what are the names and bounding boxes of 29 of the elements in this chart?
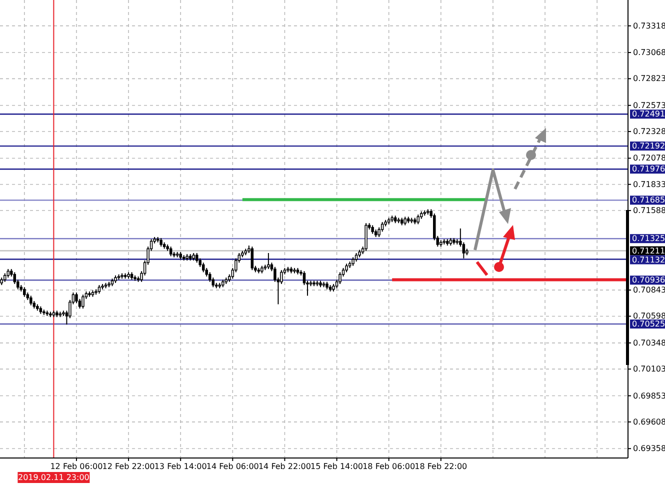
candlestick [250, 246, 254, 271]
ref-line-label: 0.71685 [632, 196, 665, 205]
x-tick-label: 18 Feb 22:00 [414, 462, 468, 471]
candlestick [416, 214, 420, 225]
x-tick-label: 12 Feb 22:00 [102, 462, 155, 471]
ref-line-label: 0.71325 [632, 234, 665, 244]
ref-line-label: 0.72192 [632, 142, 665, 151]
x-tick-label: 18 Feb 06:00 [362, 462, 416, 471]
candlestick [169, 246, 172, 257]
candlestick [364, 222, 368, 252]
x-tick-label: 14 Feb 06:00 [206, 462, 259, 471]
ref-line-label: 0.72491 [632, 110, 665, 119]
candlestick [23, 286, 26, 298]
ref-line-label: 0.70525 [632, 320, 665, 329]
candlestick [202, 262, 205, 273]
candlestick [267, 252, 270, 270]
x-tick-label: 14 Feb 22:00 [258, 462, 311, 471]
x-tick-label: 13 Feb 14:00 [154, 462, 207, 471]
candlestick [195, 252, 198, 264]
ref-line-label: 0.71211 [632, 246, 665, 256]
ref-line-label: 0.71132 [632, 255, 665, 264]
ref-line-label: 0.70936 [632, 276, 665, 285]
x-tick-label: 12 Feb 06:00 [50, 462, 103, 471]
ref-line-label: 0.71976 [632, 164, 665, 174]
x-tick-label: 2019.02.11 23:00 [18, 473, 90, 482]
candlestick [338, 272, 342, 284]
x-tick-label: 15 Feb 14:00 [310, 462, 364, 471]
candlestick [30, 295, 32, 306]
candlestick [82, 294, 84, 310]
